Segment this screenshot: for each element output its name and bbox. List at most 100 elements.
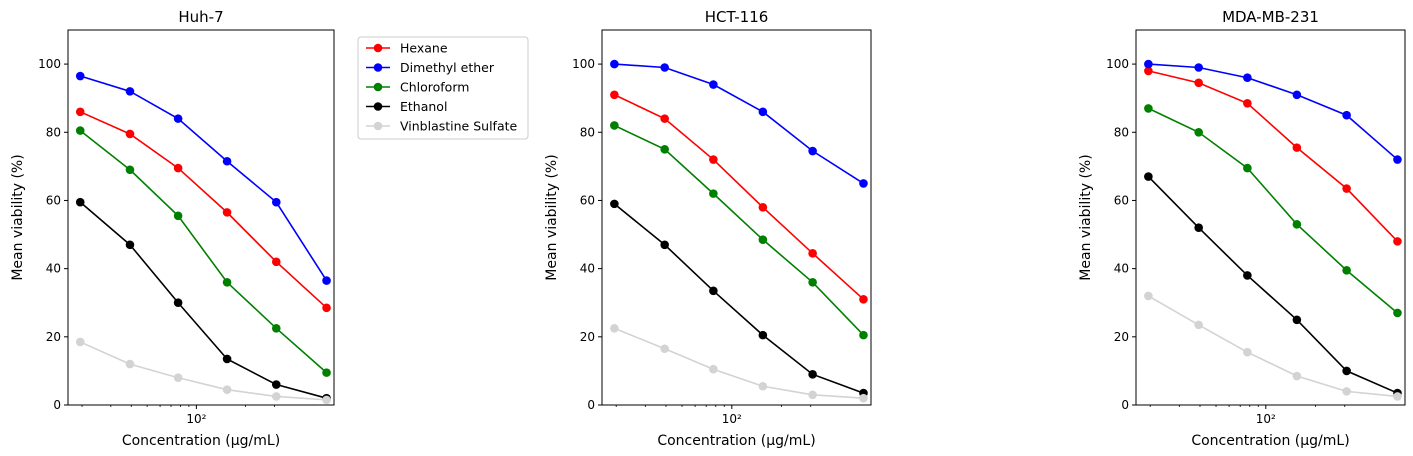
y-tick-label: 0 bbox=[53, 398, 61, 412]
data-point bbox=[1292, 315, 1302, 325]
series-line bbox=[614, 327, 864, 399]
y-tick-label: 20 bbox=[46, 330, 61, 344]
y-tick-label: 60 bbox=[46, 193, 61, 207]
data-point bbox=[660, 145, 669, 154]
data-point bbox=[322, 303, 331, 313]
y-tick-label: 40 bbox=[1114, 262, 1129, 276]
data-point bbox=[1243, 163, 1252, 173]
data-point bbox=[1342, 184, 1351, 193]
x-axis-label: Concentration (µg/mL) bbox=[122, 433, 280, 449]
data-point bbox=[808, 370, 817, 379]
data-point bbox=[1144, 104, 1153, 113]
data-point bbox=[222, 156, 232, 166]
data-point bbox=[125, 129, 135, 139]
data-point bbox=[709, 189, 718, 198]
legend-marker bbox=[373, 82, 383, 92]
legend-entry: Hexane bbox=[366, 41, 448, 56]
series-line bbox=[1148, 107, 1398, 314]
data-point bbox=[1144, 291, 1153, 301]
x-tick-label: 10² bbox=[1256, 412, 1276, 426]
y-tick-label: 80 bbox=[580, 125, 595, 139]
legend-label: Hexane bbox=[400, 41, 448, 56]
data-point bbox=[75, 126, 85, 135]
series-line bbox=[614, 63, 864, 185]
data-point bbox=[610, 90, 619, 100]
series-line bbox=[1147, 176, 1398, 394]
data-point bbox=[75, 337, 85, 347]
data-point bbox=[808, 390, 817, 400]
series-line bbox=[1148, 70, 1399, 242]
data-point bbox=[758, 107, 768, 117]
data-point bbox=[75, 107, 85, 117]
data-point bbox=[1342, 366, 1351, 376]
y-tick-label: 0 bbox=[587, 398, 595, 412]
chart-title: HCT-116 bbox=[705, 8, 769, 26]
data-point bbox=[610, 121, 619, 130]
series-chloroform bbox=[610, 121, 868, 340]
data-point bbox=[758, 381, 768, 391]
series-dimethyl-ether bbox=[610, 59, 868, 188]
legend: Hexane Dimethyl ether Chloroform Ethanol Vin… bbox=[357, 36, 529, 140]
data-point bbox=[808, 248, 817, 258]
data-point bbox=[709, 155, 718, 164]
legend-label: Ethanol bbox=[400, 99, 447, 114]
series-vinblastine-sulfate bbox=[610, 323, 868, 403]
y-tick-label: 20 bbox=[580, 330, 595, 344]
data-point bbox=[758, 202, 768, 212]
data-point bbox=[1144, 59, 1153, 69]
y-tick-label: 0 bbox=[1121, 398, 1129, 412]
data-point bbox=[1243, 347, 1252, 357]
data-point bbox=[1393, 155, 1402, 164]
data-point bbox=[1194, 223, 1203, 233]
series-hexane bbox=[75, 107, 331, 313]
x-tick-label: 10² bbox=[186, 412, 206, 426]
data-point bbox=[660, 344, 669, 354]
x-tick-label: 10² bbox=[722, 412, 742, 426]
y-tick-label: 60 bbox=[1114, 193, 1129, 207]
data-point bbox=[1393, 237, 1402, 246]
y-tick-label: 60 bbox=[580, 193, 595, 207]
y-tick-label: 100 bbox=[1106, 57, 1129, 71]
series-hexane bbox=[610, 90, 868, 304]
series-line bbox=[79, 201, 327, 399]
data-point bbox=[75, 71, 85, 81]
data-point bbox=[859, 330, 868, 340]
data-point bbox=[1194, 63, 1203, 72]
series-line bbox=[1148, 63, 1398, 161]
y-axis-label: Mean viability (%) bbox=[544, 154, 560, 280]
data-point bbox=[173, 114, 183, 123]
y-tick-label: 80 bbox=[1114, 125, 1129, 139]
data-point bbox=[271, 380, 281, 389]
data-point bbox=[75, 197, 85, 207]
data-point bbox=[1342, 110, 1351, 120]
data-point bbox=[1292, 220, 1302, 229]
legend-label: Vinblastine Sulfate bbox=[400, 119, 518, 134]
data-point bbox=[660, 114, 669, 123]
data-point bbox=[808, 146, 817, 156]
legend-entry: Chloroform bbox=[366, 80, 469, 95]
data-point bbox=[1144, 172, 1153, 181]
legend-entry: Dimethyl ether bbox=[366, 60, 495, 75]
data-point bbox=[610, 199, 619, 209]
data-point bbox=[808, 277, 817, 287]
plot-frame bbox=[67, 29, 335, 406]
series-line bbox=[614, 94, 865, 300]
data-point bbox=[222, 277, 232, 287]
data-point bbox=[1342, 266, 1351, 275]
data-point bbox=[271, 392, 281, 401]
data-point bbox=[222, 385, 232, 394]
chart-title: MDA-MB-231 bbox=[1222, 8, 1319, 26]
series-chloroform bbox=[1144, 104, 1402, 318]
data-point bbox=[859, 393, 868, 403]
data-point bbox=[271, 197, 281, 207]
data-point bbox=[322, 395, 331, 405]
chart-panel-2: HCT-116 0 20 40 60 80 100 Mean viability (%) 10²… bbox=[544, 8, 872, 449]
series-vinblastine-sulfate bbox=[75, 337, 331, 405]
data-point bbox=[1194, 320, 1203, 330]
y-axis-label: Mean viability (%) bbox=[1078, 154, 1094, 280]
legend-marker bbox=[373, 102, 383, 111]
series-ethanol bbox=[75, 197, 331, 403]
series-dimethyl-ether bbox=[75, 71, 331, 285]
data-point bbox=[271, 257, 281, 267]
data-point bbox=[709, 286, 718, 296]
